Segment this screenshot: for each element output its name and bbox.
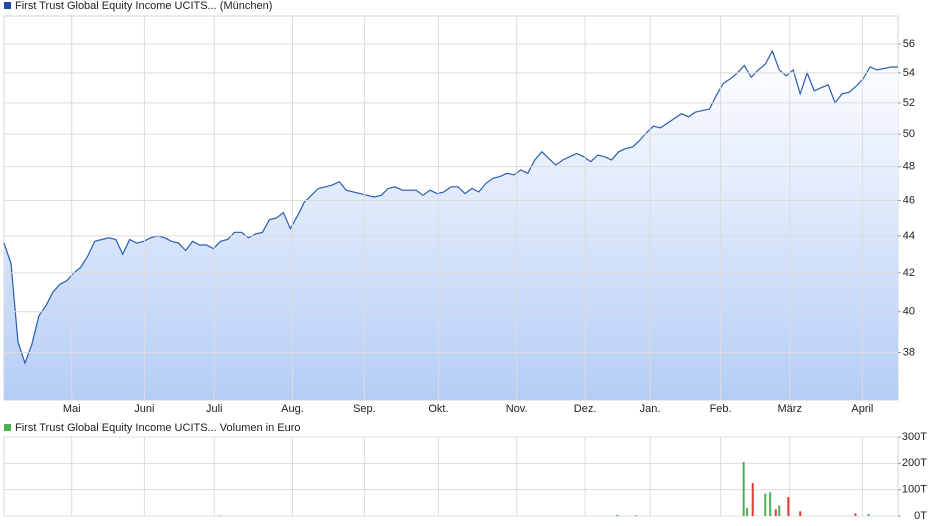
area-fill (4, 51, 898, 400)
y-tick-label: 56 (903, 38, 915, 50)
volume-bar (751, 483, 754, 516)
chart-title: First Trust Global Equity Income UCITS..… (15, 422, 301, 434)
x-tick-label: Mai (63, 403, 81, 415)
x-tick-label: Sep. (353, 403, 376, 415)
y-tick-label: 40 (903, 306, 915, 318)
y-tick-label: 42 (903, 267, 915, 279)
x-tick-label: März (778, 403, 802, 415)
volume-bar (774, 509, 777, 516)
y-tick-label: 52 (903, 97, 915, 109)
y-tick-label: 50 (903, 128, 915, 140)
y-tick-label: 300T (902, 431, 927, 443)
chart-title: First Trust Global Equity Income UCITS..… (15, 0, 272, 12)
x-tick-label: Nov. (506, 403, 528, 415)
y-tick-label: 44 (903, 230, 915, 242)
y-tick-label: 48 (903, 161, 915, 173)
volume-bar (867, 513, 870, 516)
volume-bar (778, 505, 781, 516)
volume-bar (616, 514, 619, 516)
x-tick-label: April (851, 403, 873, 415)
y-tick-label: 46 (903, 194, 915, 206)
x-tick-label: Aug. (281, 403, 304, 415)
x-tick-label: Dez. (574, 403, 597, 415)
volume-bar (218, 515, 221, 516)
y-tick-label: 0T (914, 510, 927, 522)
volume-bar (742, 462, 745, 516)
volume-bar (854, 513, 857, 516)
volume-bar (635, 515, 638, 516)
volume-bar (787, 497, 790, 516)
y-tick-label: 54 (903, 67, 915, 79)
x-tick-label: Juni (134, 403, 154, 415)
x-tick-label: Feb. (710, 403, 732, 415)
y-tick-label: 38 (903, 346, 915, 358)
y-tick-label: 200T (902, 457, 927, 469)
volume-bar (769, 492, 772, 516)
volume-bar (764, 493, 767, 516)
x-tick-label: Okt. (428, 403, 448, 415)
volume-bar (799, 511, 802, 516)
x-tick-label: Jan. (640, 403, 661, 415)
plot-frame (3, 436, 899, 517)
legend-swatch (4, 424, 11, 431)
y-tick-label: 100T (902, 484, 927, 496)
legend-swatch (4, 2, 11, 9)
volume-bar (746, 508, 749, 516)
x-tick-label: Juli (206, 403, 223, 415)
